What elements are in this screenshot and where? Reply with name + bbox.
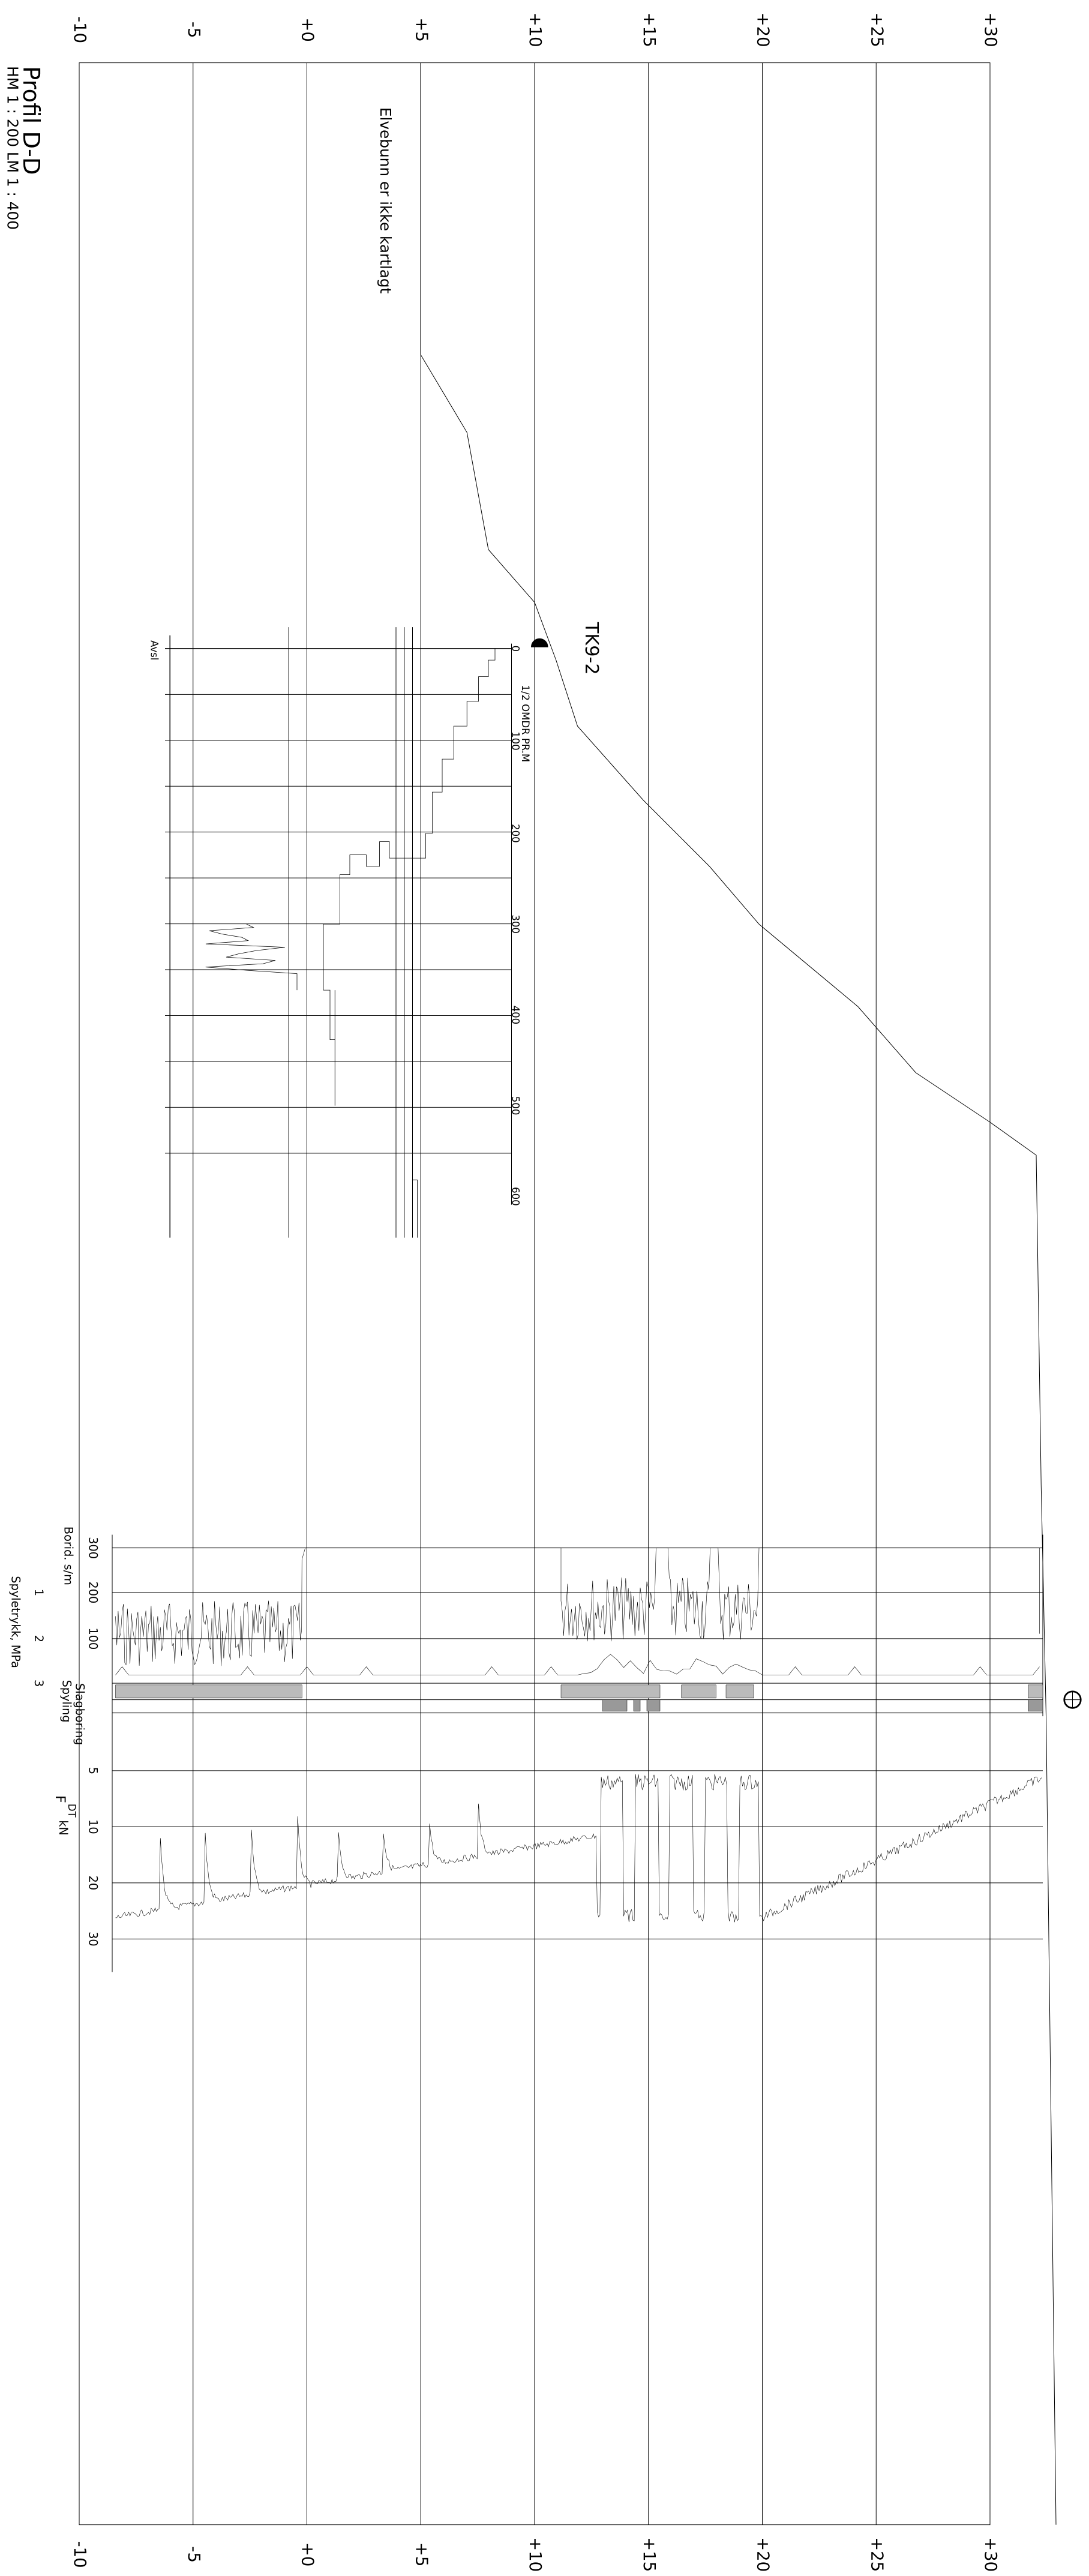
row-label: Slagboring bbox=[73, 1683, 86, 1745]
end-label: Avsl bbox=[148, 640, 160, 660]
tick-label: 20 bbox=[86, 1876, 100, 1891]
flushing-bar bbox=[561, 1685, 660, 1698]
elevation-label: +0 bbox=[298, 17, 317, 42]
tick-label: 200 bbox=[86, 1582, 100, 1604]
elevation-label: +30 bbox=[981, 2537, 1000, 2572]
axis-label: F bbox=[52, 1795, 67, 1803]
elevation-label: +30 bbox=[981, 13, 1000, 47]
row-label: Spyling bbox=[59, 1680, 73, 1723]
tick-label: 2 bbox=[32, 1635, 46, 1642]
sounding-curve bbox=[323, 649, 512, 1106]
depth-label: 100 bbox=[510, 731, 521, 751]
tick-label: 10 bbox=[86, 1819, 100, 1834]
elevation-label: +5 bbox=[412, 17, 431, 42]
hammering-bar bbox=[634, 1700, 640, 1711]
elevation-label: +20 bbox=[753, 2537, 772, 2572]
borehole-name: TK9-2 bbox=[581, 622, 602, 675]
depth-label: 500 bbox=[509, 1096, 521, 1115]
elevation-label: +10 bbox=[526, 13, 545, 47]
elevation-label: +25 bbox=[867, 13, 886, 47]
title: Profil D-D bbox=[17, 66, 44, 175]
elevation-label: +5 bbox=[412, 2542, 431, 2567]
tick-label: 100 bbox=[86, 1628, 100, 1650]
force-curve bbox=[116, 1774, 1042, 1923]
depth-label: 300 bbox=[509, 914, 521, 934]
sounding-curve bbox=[206, 924, 297, 990]
elevation-label: +15 bbox=[640, 2537, 659, 2572]
axis-label: DT bbox=[66, 1804, 77, 1818]
depth-label: 600 bbox=[509, 1187, 521, 1206]
pressure-curve bbox=[116, 1654, 1040, 1675]
annotation: Elvebunn er ikke kartlagt bbox=[377, 107, 394, 294]
elevation-label: -5 bbox=[184, 22, 203, 38]
flushing-bar bbox=[1028, 1685, 1043, 1698]
elevation-label: -10 bbox=[70, 16, 89, 43]
flushing-bar bbox=[726, 1685, 754, 1698]
flushing-bar bbox=[116, 1685, 302, 1698]
hammering-bar bbox=[647, 1700, 660, 1711]
elevation-label: +15 bbox=[640, 13, 659, 47]
depth-label: 200 bbox=[510, 824, 521, 843]
elevation-label: -5 bbox=[184, 2546, 203, 2562]
elevation-label: +20 bbox=[754, 13, 773, 47]
drawing-lines bbox=[79, 63, 1082, 2525]
elevation-label: +10 bbox=[526, 2537, 545, 2572]
ground-profile bbox=[421, 63, 1056, 2525]
depth-label: 0 bbox=[510, 646, 521, 652]
tick-label: 1 bbox=[32, 1589, 46, 1596]
borehole-symbol bbox=[532, 638, 548, 647]
tick-label: 30 bbox=[86, 1932, 100, 1947]
elevation-label: -10 bbox=[70, 2541, 89, 2568]
tick-label: 5 bbox=[86, 1767, 100, 1774]
elevation-label: +0 bbox=[298, 2542, 317, 2567]
tick-label: 300 bbox=[86, 1537, 100, 1559]
axis-label: Borid. s/m bbox=[61, 1527, 75, 1585]
depth-label: 400 bbox=[509, 1006, 521, 1025]
elevation-label: +25 bbox=[867, 2537, 886, 2572]
scale-label: HM 1 : 200 LM 1 : 400 bbox=[4, 66, 21, 230]
penetration-curve bbox=[116, 1548, 1040, 1666]
axis-label: Spyletrykk, MPa bbox=[8, 1576, 22, 1668]
hammering-bar bbox=[602, 1700, 627, 1711]
hammering-bar bbox=[1028, 1700, 1043, 1711]
rotation-label: 1/2 OMDR PR.M bbox=[520, 685, 531, 762]
tick-label: 3 bbox=[32, 1680, 46, 1687]
flushing-bar bbox=[682, 1685, 716, 1698]
axis-label: kN bbox=[56, 1820, 70, 1836]
